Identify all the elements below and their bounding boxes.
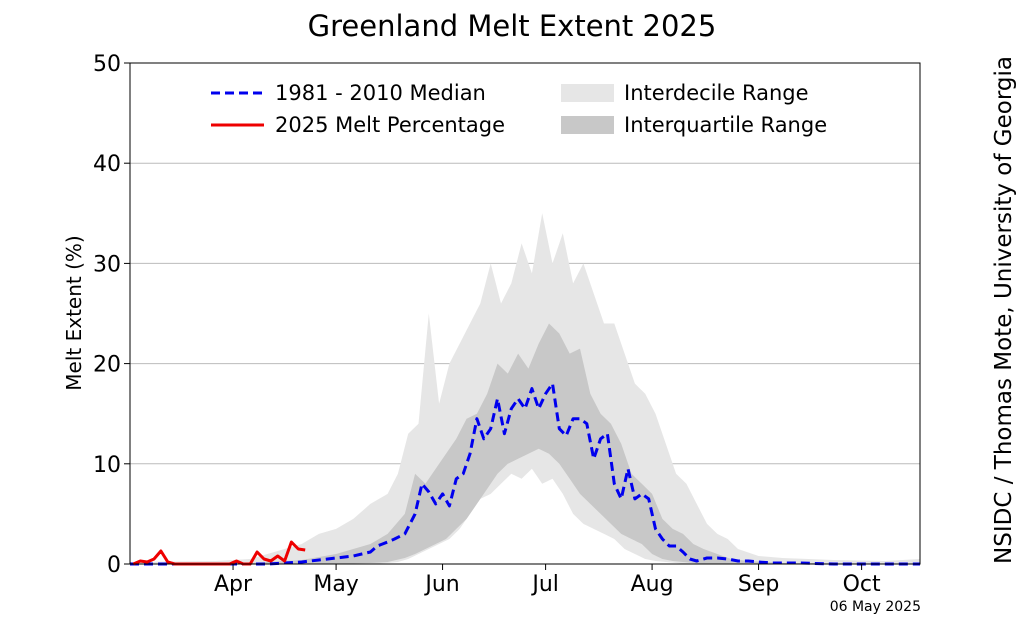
legend-median-label: 1981 - 2010 Median <box>275 81 486 105</box>
x-tick-label: Oct <box>843 572 881 597</box>
y-tick-label: 30 <box>93 252 121 277</box>
x-axis: Apr May Jun Jul Aug Sep Oct <box>214 564 881 597</box>
y-axis-label: Melt Extent (%) <box>62 235 86 390</box>
date-stamp: 06 May 2025 <box>830 599 921 615</box>
x-tick-label: May <box>313 572 358 597</box>
legend-interdecile-label: Interdecile Range <box>624 81 809 105</box>
y-tick-label: 10 <box>93 453 121 478</box>
x-tick-label: Aug <box>631 572 674 597</box>
y-tick-label: 40 <box>93 152 121 177</box>
plot-area <box>129 62 921 566</box>
legend-interquartile-label: Interquartile Range <box>624 113 827 137</box>
y-axis: 0 10 20 30 40 50 <box>93 52 130 578</box>
legend-interquartile-swatch <box>561 116 614 134</box>
range-bands <box>130 213 920 565</box>
y-tick-label: 0 <box>107 553 121 578</box>
legend-current-label: 2025 Melt Percentage <box>275 113 505 137</box>
x-tick-label: Jun <box>423 572 459 597</box>
legend-interdecile-swatch <box>561 84 614 102</box>
interquartile-band <box>130 323 920 564</box>
x-tick-label: Jul <box>530 572 559 597</box>
median-line <box>130 382 920 566</box>
y-tick-label: 50 <box>93 52 121 77</box>
x-tick-label: Sep <box>738 572 779 597</box>
credit-text: NSIDC / Thomas Mote, University of Georg… <box>991 56 1017 564</box>
x-tick-label: Apr <box>214 572 253 597</box>
legend: 1981 - 2010 Median 2025 Melt Percentage … <box>211 81 827 137</box>
y-tick-label: 20 <box>93 353 121 378</box>
plot-frame <box>129 62 921 565</box>
chart-title: Greenland Melt Extent 2025 <box>308 9 717 43</box>
